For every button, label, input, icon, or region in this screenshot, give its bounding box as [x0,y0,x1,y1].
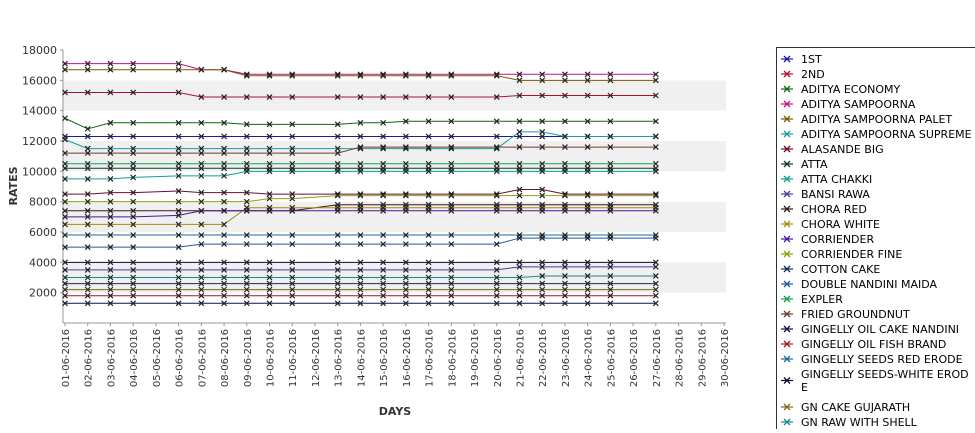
legend-item: ADITYA SAMPOORNA PALET [781,113,952,126]
x-tick-label: 13-06-2016 [334,329,345,387]
grid-band [63,141,726,171]
legend-item: ADITYA SAMPOORNA SUPREME [781,128,972,141]
y-axis-ticks: 2000 4000 6000 8000 10000 12000 14000 16000 1800… [22,44,63,300]
legend-label: ATTA CHAKKI [801,173,872,186]
x-tick-label: 24-06-2016 [584,329,595,387]
legend-item: ADITYA SAMPOORNA [781,98,916,111]
x-tick-label: 01-06-2016 [61,329,72,387]
legend-item: DOUBLE NANDINI MAIDA [781,278,938,291]
legend: 1ST 2ND ADITYA ECONOMY ADITYA SAMPOORNA ADIT… [777,48,975,430]
x-tick-label: 23-06-2016 [561,329,572,387]
x-tick-label: 30-06-2016 [720,329,731,387]
legend-label: ADITYA SAMPOORNA [801,98,916,111]
x-tick-label: 05-06-2016 [152,329,163,387]
y-tick-label: 12000 [22,135,57,148]
legend-label: CORRIENDER FINE [801,248,902,261]
legend-label: ADITYA SAMPOORNA SUPREME [801,128,972,141]
x-tick-label: 26-06-2016 [629,329,640,387]
x-tick-label: 28-06-2016 [675,329,686,387]
grid-band [63,171,726,201]
x-tick-label: 04-06-2016 [129,329,140,387]
legend-item: GN CAKE GUJARATH [781,401,910,414]
y-tick-label: 16000 [22,74,57,87]
x-tick-label: 20-06-2016 [493,329,504,387]
x-tick-label: 10-06-2016 [266,329,277,387]
legend-label: GN RAW WITH SHELL [801,416,918,429]
x-tick-label: 29-06-2016 [697,329,708,387]
legend-label: CHORA WHITE [801,218,880,231]
legend-label: GINGELLY OIL CAKE NANDINI [801,323,959,336]
x-tick-label: 21-06-2016 [515,329,526,387]
legend-label: DOUBLE NANDINI MAIDA [801,278,938,291]
x-tick-label: 07-06-2016 [197,329,208,387]
y-tick-label: 4000 [29,256,57,269]
legend-label: ADITYA ECONOMY [801,83,901,96]
grid-band [63,293,726,323]
x-tick-label: 02-06-2016 [84,329,95,387]
y-axis-label: RATES [7,166,20,205]
grid-band [63,202,726,232]
legend-label: 1ST [801,53,822,66]
legend-label: EXPLER [801,293,843,306]
x-tick-label: 25-06-2016 [606,329,617,387]
x-tick-label: 27-06-2016 [652,329,663,387]
legend-label: ADITYA SAMPOORNA PALET [801,113,952,126]
x-axis-ticks: 01-06-2016 02-06-2016 03-06-2016 04-06-2016… [61,323,731,387]
x-tick-label: 03-06-2016 [106,329,117,387]
legend-label: ALASANDE BIG [801,143,884,156]
x-tick-label: 19-06-2016 [470,329,481,387]
y-tick-label: 18000 [22,44,57,57]
x-tick-label: 16-06-2016 [402,329,413,387]
x-tick-label: 09-06-2016 [243,329,254,387]
legend-label: FRIED GROUNDNUT [801,308,910,321]
x-tick-label: 14-06-2016 [356,329,367,387]
legend-item: GN RAW WITH SHELL [781,416,918,429]
legend-item: GINGELLY OIL CAKE NANDINI [781,323,959,336]
legend-item: GINGELLY SEEDS RED ERODE [781,353,963,366]
legend-label: 2ND [801,68,825,81]
legend-label: ATTA [801,158,828,171]
y-tick-label: 6000 [29,226,57,239]
grid-bands [63,50,726,323]
legend-label: COTTON CAKE [801,263,880,276]
legend-label: GN CAKE GUJARATH [801,401,910,414]
legend-label: CORRIENDER [801,233,874,246]
x-tick-label: 06-06-2016 [175,329,186,387]
x-tick-label: 17-06-2016 [425,329,436,387]
x-tick-label: 15-06-2016 [379,329,390,387]
legend-item: FRIED GROUNDNUT [781,308,910,321]
y-tick-label: 8000 [29,196,57,209]
legend-label: GINGELLY SEEDS RED ERODE [801,353,963,366]
x-tick-label: 11-06-2016 [288,329,299,387]
y-tick-label: 14000 [22,105,57,118]
x-tick-label: 18-06-2016 [447,329,458,387]
x-tick-label: 22-06-2016 [538,329,549,387]
legend-label: BANSI RAWA [801,188,870,201]
x-tick-label: 08-06-2016 [220,329,231,387]
y-tick-label: 2000 [29,287,57,300]
y-tick-label: 10000 [22,165,57,178]
legend-label: CHORA RED [801,203,867,216]
legend-item: GINGELLY OIL FISH BRAND [781,338,946,351]
legend-label: GINGELLY OIL FISH BRAND [801,338,946,351]
x-tick-label: 12-06-2016 [311,329,322,387]
x-axis-label: DAYS [379,405,412,418]
